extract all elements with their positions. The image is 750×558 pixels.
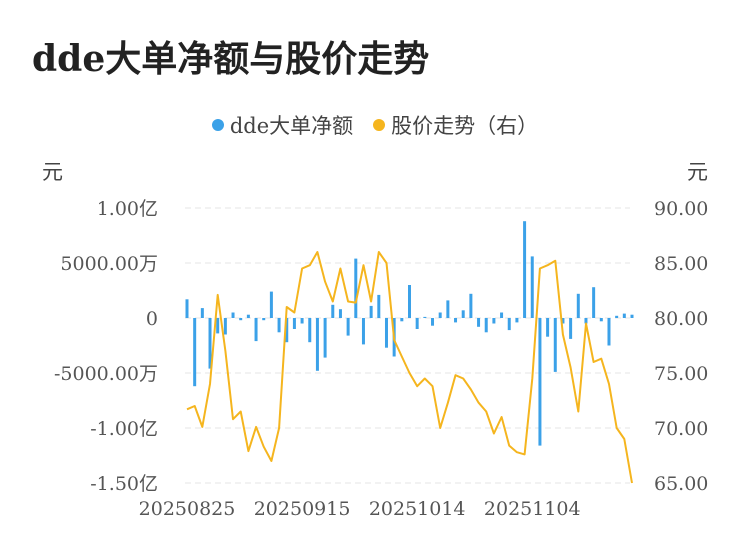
price-line bbox=[186, 251, 633, 484]
x-tick-label: 20250915 bbox=[254, 498, 351, 520]
bar-dde bbox=[446, 300, 450, 318]
bar-dde bbox=[346, 318, 350, 336]
right-tick-label: 70.00 bbox=[654, 418, 708, 440]
bar-dde bbox=[254, 318, 258, 342]
bar-dde bbox=[277, 318, 281, 333]
bar-dde bbox=[454, 318, 458, 323]
bar-dde bbox=[300, 318, 304, 324]
bar-dde bbox=[323, 318, 327, 358]
bar-dde bbox=[285, 318, 289, 343]
bar-dde bbox=[607, 318, 611, 346]
bar-dde bbox=[308, 318, 312, 343]
right-tick-label: 90.00 bbox=[654, 198, 708, 220]
bar-dde bbox=[523, 221, 527, 318]
bar-dde bbox=[507, 318, 511, 331]
legend: dde大单净额 股价走势（右） bbox=[0, 110, 750, 140]
bar-dde bbox=[599, 318, 603, 322]
bar-dde bbox=[269, 291, 273, 318]
right-tick-label: 85.00 bbox=[654, 253, 708, 275]
left-tick-label: 0 bbox=[146, 308, 158, 330]
bar-dde bbox=[200, 308, 204, 318]
bar-dde bbox=[384, 318, 388, 348]
legend-label-dde: dde大单净额 bbox=[229, 114, 354, 138]
bar-dde bbox=[361, 318, 365, 345]
bar-dde bbox=[630, 314, 634, 318]
bar-dde bbox=[592, 287, 596, 318]
bar-dde bbox=[193, 318, 197, 387]
bar-dde bbox=[530, 256, 534, 318]
left-tick-label: -1.00亿 bbox=[90, 418, 158, 440]
left-tick-label: 1.00亿 bbox=[97, 198, 158, 220]
bar-dde bbox=[546, 318, 550, 337]
bar-dde bbox=[561, 318, 565, 324]
bar-dde bbox=[431, 318, 435, 326]
left-tick-label: -1.50亿 bbox=[90, 473, 158, 495]
legend-item-dde[interactable]: dde大单净额 bbox=[211, 110, 354, 140]
bar-dde bbox=[576, 293, 580, 318]
bar-dde bbox=[231, 312, 235, 318]
bar-dde bbox=[185, 299, 189, 318]
bar-dde bbox=[223, 318, 227, 335]
legend-item-price[interactable]: 股价走势（右） bbox=[373, 110, 538, 140]
x-tick-label: 20251104 bbox=[484, 498, 581, 520]
bar-dde bbox=[469, 293, 473, 318]
bar-dde bbox=[553, 318, 557, 372]
bar-dde bbox=[338, 309, 342, 318]
right-tick-label: 65.00 bbox=[654, 473, 708, 495]
legend-dot-dde bbox=[211, 119, 224, 131]
x-tick-label: 20250825 bbox=[139, 498, 236, 520]
bar-dde bbox=[622, 313, 626, 318]
bar-dde bbox=[492, 318, 496, 324]
bar-dde bbox=[569, 318, 573, 339]
bar-dde bbox=[292, 318, 296, 329]
bar-dde bbox=[615, 315, 619, 318]
bar-dde bbox=[262, 318, 266, 321]
bar-dde bbox=[484, 318, 488, 333]
bar-dde bbox=[377, 294, 381, 318]
legend-dot-price bbox=[373, 119, 386, 131]
right-axis-unit: 元 bbox=[687, 160, 708, 184]
bar-dde bbox=[461, 310, 465, 318]
bar-dde bbox=[331, 304, 335, 318]
chart-title: dde大单净额与股价走势 bbox=[32, 38, 430, 80]
bar-dde bbox=[408, 285, 411, 318]
bar-dde bbox=[246, 314, 250, 318]
bar-dde bbox=[584, 318, 588, 324]
bar-dde bbox=[423, 316, 427, 318]
left-tick-label: 5000.00万 bbox=[60, 253, 158, 275]
bar-dde bbox=[354, 258, 358, 318]
bar-dde bbox=[515, 318, 519, 323]
bar-dde bbox=[208, 318, 212, 369]
left-axis-unit: 元 bbox=[42, 160, 63, 184]
x-tick-label: 20251014 bbox=[369, 498, 466, 520]
legend-label-price: 股价走势（右） bbox=[391, 114, 539, 138]
bar-dde bbox=[538, 318, 542, 446]
bar-dde bbox=[477, 318, 481, 327]
right-tick-label: 80.00 bbox=[654, 308, 708, 330]
bar-dde bbox=[369, 305, 373, 318]
bar-dde bbox=[400, 318, 404, 322]
bar-dde bbox=[315, 318, 319, 371]
bar-dde bbox=[415, 318, 419, 329]
bar-dde bbox=[500, 312, 504, 318]
right-tick-label: 75.00 bbox=[654, 363, 708, 385]
bar-dde bbox=[216, 318, 220, 334]
bar-dde bbox=[438, 312, 442, 318]
bar-dde bbox=[239, 318, 243, 321]
left-tick-label: -5000.00万 bbox=[54, 363, 158, 385]
